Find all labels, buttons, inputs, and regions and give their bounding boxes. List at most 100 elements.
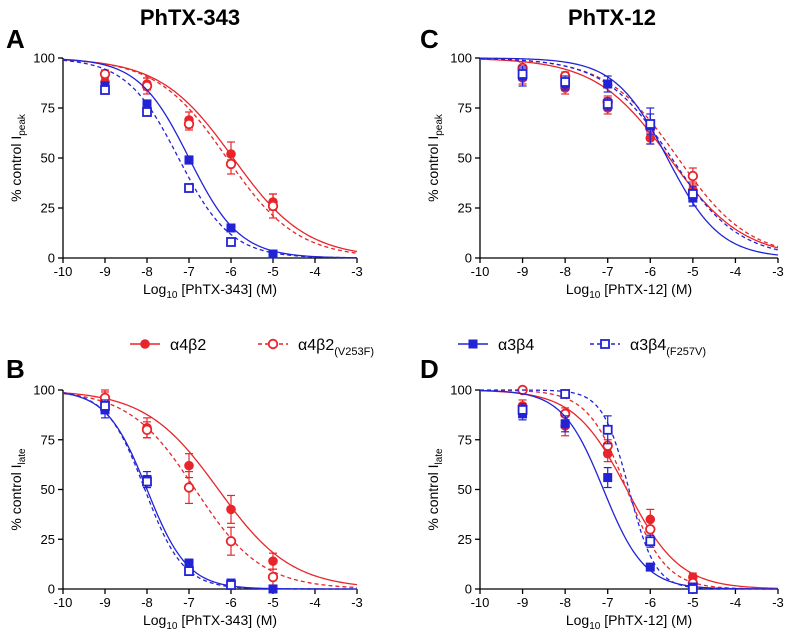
series-3 bbox=[62, 59, 358, 259]
legend-marker bbox=[140, 339, 150, 349]
data-point bbox=[100, 85, 110, 95]
data-point bbox=[560, 77, 571, 87]
x-tick-label: -6 bbox=[645, 595, 657, 610]
x-tick-label: -6 bbox=[645, 264, 657, 279]
y-tick-label: 100 bbox=[33, 383, 55, 398]
panel-letter: B bbox=[6, 354, 25, 384]
data-point bbox=[142, 107, 152, 117]
x-tick-label: -7 bbox=[602, 595, 614, 610]
legend-marker bbox=[600, 339, 610, 349]
x-tick-label: -6 bbox=[225, 595, 237, 610]
data-point bbox=[225, 158, 237, 170]
data-point bbox=[560, 419, 570, 429]
series-1 bbox=[62, 59, 358, 254]
y-tick-label: 25 bbox=[458, 532, 472, 547]
fit-curve bbox=[62, 392, 358, 586]
y-tick-label: 0 bbox=[48, 582, 55, 597]
data-point bbox=[267, 200, 279, 212]
data-point bbox=[517, 404, 528, 415]
y-tick-label: 100 bbox=[450, 51, 472, 66]
series-2 bbox=[479, 57, 779, 256]
data-point bbox=[225, 536, 237, 547]
data-point bbox=[226, 223, 236, 233]
data-point bbox=[184, 558, 194, 568]
x-tick-label: -10 bbox=[54, 264, 73, 279]
y-tick-label: 0 bbox=[465, 582, 472, 597]
data-point bbox=[184, 460, 194, 471]
fit-curve bbox=[479, 58, 779, 249]
fit-curve bbox=[62, 59, 358, 259]
y-axis-label: % control Ipeak bbox=[425, 113, 445, 202]
data-point bbox=[141, 424, 153, 436]
panel-b: B -10 -9 -8 -7 -6 -5 -4 -3 0 25 50 75 100 Log10 [PhTX-… bbox=[6, 354, 363, 632]
x-tick-label: -8 bbox=[141, 595, 153, 610]
x-tick-label: -5 bbox=[687, 595, 699, 610]
x-tick-label: -9 bbox=[517, 264, 529, 279]
panel-letter: C bbox=[420, 24, 439, 54]
x-tick-label: -5 bbox=[267, 264, 279, 279]
fit-curve bbox=[479, 58, 779, 251]
legend-label: α4β2(V253F) bbox=[298, 337, 374, 358]
data-point bbox=[183, 118, 195, 130]
series-1 bbox=[62, 389, 358, 589]
data-point bbox=[687, 584, 698, 594]
x-tick-label: -3 bbox=[351, 595, 363, 610]
fit-curve bbox=[480, 389, 778, 590]
data-point bbox=[142, 476, 152, 487]
legend-item-3: α3β4(F257V) bbox=[590, 337, 706, 358]
fit-curve bbox=[479, 58, 779, 248]
y-axis-label: % control Ilate bbox=[425, 448, 445, 531]
y-tick-label: 75 bbox=[458, 432, 472, 447]
x-tick-label: -10 bbox=[54, 595, 73, 610]
y-tick-label: 75 bbox=[41, 432, 55, 447]
data-point bbox=[687, 189, 698, 199]
x-tick-label: -8 bbox=[141, 264, 153, 279]
legend-item-2: α3β4 bbox=[458, 337, 534, 354]
fit-curve bbox=[62, 392, 357, 590]
fit-curve bbox=[62, 392, 358, 589]
data-point bbox=[184, 566, 194, 576]
y-tick-label: 100 bbox=[33, 51, 55, 66]
legend-label: α3β4(F257V) bbox=[630, 337, 706, 358]
y-tick-label: 50 bbox=[458, 482, 472, 497]
x-axis-label: Log10 [PhTX-343] (M) bbox=[143, 612, 277, 632]
data-point bbox=[645, 119, 656, 129]
x-tick-label: -3 bbox=[351, 264, 363, 279]
data-point bbox=[267, 571, 279, 583]
y-tick-label: 50 bbox=[41, 482, 55, 497]
legend-item-0: α4β2 bbox=[130, 337, 206, 354]
x-tick-label: -9 bbox=[517, 595, 529, 610]
x-tick-label: -4 bbox=[730, 595, 742, 610]
y-tick-label: 0 bbox=[465, 251, 472, 266]
x-tick-label: -7 bbox=[602, 264, 614, 279]
data-point bbox=[602, 424, 613, 435]
x-tick-label: -10 bbox=[471, 595, 490, 610]
data-point bbox=[184, 155, 194, 165]
x-tick-label: -8 bbox=[559, 264, 571, 279]
data-point bbox=[602, 99, 613, 109]
x-tick-label: -5 bbox=[267, 595, 279, 610]
x-tick-label: -4 bbox=[309, 595, 321, 610]
x-axis-label: Log10 [PhTX-12] (M) bbox=[566, 281, 692, 301]
x-tick-label: -4 bbox=[730, 264, 742, 279]
data-point bbox=[226, 580, 236, 590]
x-tick-label: -6 bbox=[225, 264, 237, 279]
series-3 bbox=[480, 389, 778, 594]
x-tick-label: -3 bbox=[772, 264, 784, 279]
y-tick-label: 25 bbox=[41, 201, 55, 216]
series-1 bbox=[479, 58, 779, 248]
y-axis-label: % control Ilate bbox=[8, 448, 28, 531]
legend-marker bbox=[267, 338, 279, 350]
y-tick-label: 50 bbox=[41, 151, 55, 166]
panel-letter: A bbox=[6, 24, 25, 54]
column-title-phtx-12: PhTX-12 bbox=[568, 5, 656, 30]
x-tick-label: -10 bbox=[471, 264, 490, 279]
x-axis-label: Log10 [PhTX-343] (M) bbox=[143, 281, 277, 301]
data-point bbox=[99, 68, 111, 80]
x-tick-label: -3 bbox=[772, 595, 784, 610]
series-2 bbox=[62, 392, 357, 594]
data-point bbox=[517, 69, 528, 79]
y-tick-label: 25 bbox=[458, 201, 472, 216]
panels: A -10 -9 -8 -7 -6 -5 -4 -3 0 25 50 75 100 Log10 [PhTX-… bbox=[6, 24, 784, 632]
